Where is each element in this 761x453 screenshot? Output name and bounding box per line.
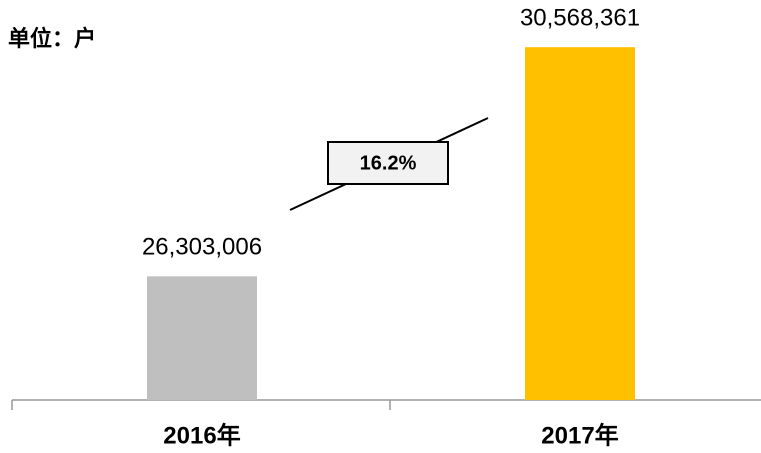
unit-label: 单位：户 <box>8 26 96 51</box>
x-tick-label: 2016年 <box>163 421 240 448</box>
data-label: 26,303,006 <box>142 234 262 261</box>
growth-box <box>327 141 449 185</box>
bar <box>525 47 635 400</box>
data-label: 30,568,361 <box>520 5 640 32</box>
growth-label: 16.2% <box>360 152 417 174</box>
bar <box>147 276 257 400</box>
x-tick-label: 2017年 <box>541 421 618 448</box>
